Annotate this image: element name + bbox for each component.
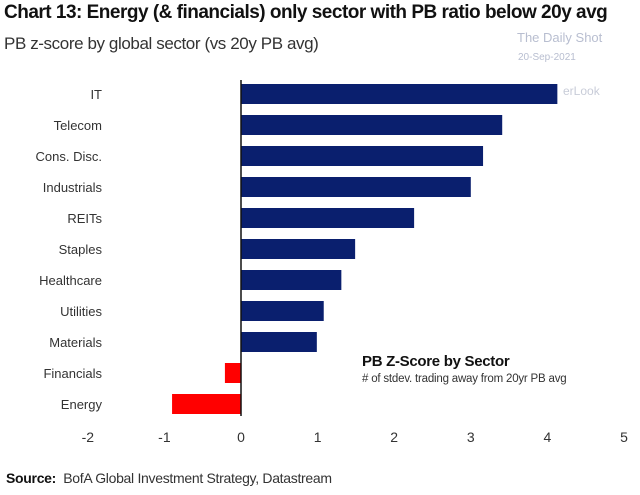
x-tick-label: 1 xyxy=(314,429,322,445)
x-tick-label: -1 xyxy=(158,429,171,445)
watermark-fragment: erLook xyxy=(563,84,600,98)
watermark-date: 20-Sep-2021 xyxy=(518,52,576,63)
category-label: IT xyxy=(90,87,102,102)
category-label: Staples xyxy=(59,242,103,257)
x-tick-label: -2 xyxy=(82,429,95,445)
bar-utilities xyxy=(241,301,324,321)
category-label: Energy xyxy=(61,397,103,412)
legend-title: PB Z-Score by Sector xyxy=(362,353,510,370)
x-tick-label: 0 xyxy=(237,429,245,445)
watermark-daily-shot: The Daily Shot xyxy=(517,30,603,45)
bar-industrials xyxy=(241,177,471,197)
x-tick-label: 2 xyxy=(390,429,398,445)
bar-cons-disc- xyxy=(241,146,484,166)
source-note: Source: BofA Global Investment Strategy,… xyxy=(6,470,332,486)
chart-subtitle: PB z-score by global sector (vs 20y PB a… xyxy=(4,34,319,53)
category-label: Telecom xyxy=(54,118,102,133)
category-label: Utilities xyxy=(60,304,102,319)
chart-title: Chart 13: Energy (& financials) only sec… xyxy=(4,2,608,23)
bar-staples xyxy=(241,239,356,259)
legend-subtitle: # of stdev. trading away from 20yr PB av… xyxy=(362,373,567,385)
bar-energy xyxy=(172,394,241,414)
bar-telecom xyxy=(241,115,503,135)
source-label: Source: xyxy=(6,470,57,486)
bar-it xyxy=(241,84,558,104)
x-tick-label: 3 xyxy=(467,429,475,445)
bar-materials xyxy=(241,332,317,352)
x-tick-label: 5 xyxy=(620,429,628,445)
category-label: Materials xyxy=(49,335,102,350)
category-label: Financials xyxy=(43,366,102,381)
bar-reits xyxy=(241,208,415,228)
category-label: Cons. Disc. xyxy=(36,149,102,164)
category-label: REITs xyxy=(67,211,102,226)
bar-financials xyxy=(224,363,241,383)
category-label: Healthcare xyxy=(39,273,102,288)
bar-healthcare xyxy=(241,270,342,290)
category-label: Industrials xyxy=(43,180,103,195)
source-text: BofA Global Investment Strategy, Datastr… xyxy=(63,470,332,486)
x-tick-label: 4 xyxy=(544,429,552,445)
